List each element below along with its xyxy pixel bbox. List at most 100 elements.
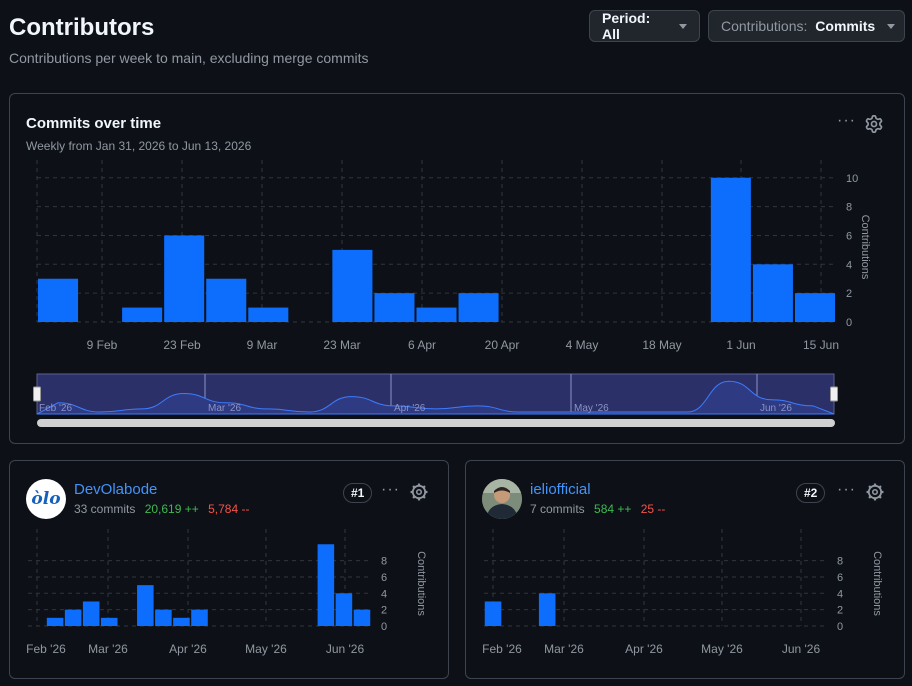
deletions: 5,784 --: [208, 502, 250, 516]
contributor-name-link[interactable]: DevOlabode: [74, 481, 158, 498]
x-tick-label: May '26: [245, 642, 287, 656]
chart-bar: [710, 177, 751, 322]
contributions-prefix: Contributions:: [721, 18, 812, 34]
period-label: Period: All: [602, 10, 651, 42]
chart-bar: [64, 609, 82, 626]
y-tick-label: 4: [837, 588, 843, 600]
navigator-handle: [33, 386, 41, 402]
navigator-handle: [830, 386, 838, 402]
chart-bar: [538, 593, 556, 626]
y-tick-label: 4: [381, 588, 387, 600]
x-tick-label: Apr '26: [625, 642, 663, 656]
x-tick-label: 15 Jun: [803, 338, 839, 352]
y-tick-label: 0: [381, 621, 387, 633]
chart-bar: [332, 249, 373, 322]
contributions-dropdown[interactable]: Contributions: Commits: [708, 10, 905, 42]
contributor-stats: 7 commits 584 ++ 25 --: [530, 502, 665, 516]
main-chart-title: Commits over time: [26, 115, 162, 132]
main-chart-card: Commits over time Weekly from Jan 31, 20…: [9, 93, 905, 444]
x-tick-label: Feb '26: [482, 642, 522, 656]
chart-bar: [353, 609, 371, 626]
x-tick-label: 9 Mar: [247, 338, 278, 352]
x-tick-label: 4 May: [566, 338, 599, 352]
chart-bar: [46, 617, 64, 626]
chart-bar: [374, 293, 415, 322]
y-tick-label: 4: [846, 259, 852, 271]
navigator-label: Apr '26: [394, 403, 426, 414]
contributor-card-2: ieliofficial 7 commits 584 ++ 25 -- #2 ·…: [465, 460, 905, 679]
y-tick-label: 0: [837, 621, 843, 633]
rank-badge: #2: [796, 483, 826, 503]
navigator-label: Mar '26: [208, 403, 241, 414]
commit-count: 33 commits: [74, 502, 136, 516]
contributor-chart-1: 0 2 4 6 8 Feb '26 Mar '26 Apr '26 May '26 Jun '26…: [26, 529, 427, 656]
chevron-down-icon: [679, 23, 687, 29]
chart-bar: [82, 601, 100, 626]
contributions-value: Commits: [815, 18, 876, 34]
x-tick-label: 23 Feb: [163, 338, 201, 352]
navigator-label: Jun '26: [760, 403, 792, 414]
x-tick-label: 20 Apr: [485, 338, 520, 352]
more-options-icon[interactable]: ···: [837, 112, 856, 129]
chevron-down-icon: [887, 23, 896, 29]
x-tick-label: Mar '26: [544, 642, 584, 656]
y-tick-label: 8: [837, 556, 843, 568]
y-axis-label: Contributions: [859, 215, 871, 280]
y-axis-label: Contributions: [871, 551, 883, 616]
period-dropdown[interactable]: Period: All: [589, 10, 700, 42]
x-tick-label: 9 Feb: [87, 338, 118, 352]
avatar-logo: ὸlo: [31, 489, 61, 509]
commit-count: 7 commits: [530, 502, 585, 516]
y-tick-label: 6: [837, 572, 843, 584]
x-tick-label: 23 Mar: [323, 338, 360, 352]
y-tick-label: 2: [837, 605, 843, 617]
x-tick-label: 18 May: [642, 338, 681, 352]
chart-bar: [38, 278, 79, 322]
chart-bar: [752, 264, 793, 322]
x-tick-label: May '26: [701, 642, 743, 656]
x-tick-label: Apr '26: [169, 642, 207, 656]
page-title: Contributors: [9, 14, 155, 41]
y-tick-label: 0: [846, 317, 852, 329]
chart-bar: [137, 585, 154, 626]
deletions: 25 --: [640, 502, 666, 516]
chart-bar: [122, 307, 163, 322]
avatar[interactable]: ὸlo: [26, 479, 66, 519]
y-tick-label: 2: [846, 288, 852, 300]
y-tick-label: 6: [846, 230, 852, 242]
avatar[interactable]: [482, 479, 522, 519]
chart-bar: [317, 544, 335, 626]
more-options-icon[interactable]: ···: [381, 481, 400, 498]
x-tick-label: Jun '26: [782, 642, 821, 656]
chart-bar: [173, 617, 190, 626]
chart-bar: [206, 278, 247, 322]
navigator-area: [36, 380, 835, 415]
main-chart-plot: 0 2 4 6 8 10 9 Feb 23 Feb 9 Mar 23 Mar 6 Apr 20 Apr…: [33, 160, 871, 427]
contributor-name-link[interactable]: ieliofficial: [530, 481, 591, 498]
x-tick-label: Feb '26: [26, 642, 66, 656]
chart-bar: [416, 307, 457, 322]
gear-icon[interactable]: [866, 483, 884, 506]
chart-bar: [100, 617, 118, 626]
chart-bar: [794, 293, 835, 322]
chart-bar: [484, 601, 502, 626]
rank-badge: #1: [343, 483, 373, 503]
contributor-chart-2: 0 2 4 6 8 Feb '26 Mar '26 Apr '26 May '26 Jun '26…: [482, 529, 883, 656]
gear-icon[interactable]: [865, 115, 883, 138]
additions: 20,619 ++: [144, 502, 199, 516]
chart-bar: [191, 609, 208, 626]
y-tick-label: 2: [381, 605, 387, 617]
chart-bar: [335, 593, 353, 626]
y-tick-label: 6: [381, 572, 387, 584]
x-tick-label: Mar '26: [88, 642, 128, 656]
page-subtitle: Contributions per week to main, excludin…: [9, 50, 369, 66]
chart-bar: [458, 293, 499, 322]
more-options-icon[interactable]: ···: [837, 481, 856, 498]
chart-bar: [248, 307, 289, 322]
additions: 584 ++: [594, 502, 632, 516]
gear-icon[interactable]: [410, 483, 428, 506]
avatar-photo: [482, 479, 522, 519]
contributor-card-1: ὸlo DevOlabode 33 commits 20,619 ++ 5,78…: [9, 460, 449, 679]
chart-bar: [155, 609, 172, 626]
y-tick-label: 8: [381, 556, 387, 568]
